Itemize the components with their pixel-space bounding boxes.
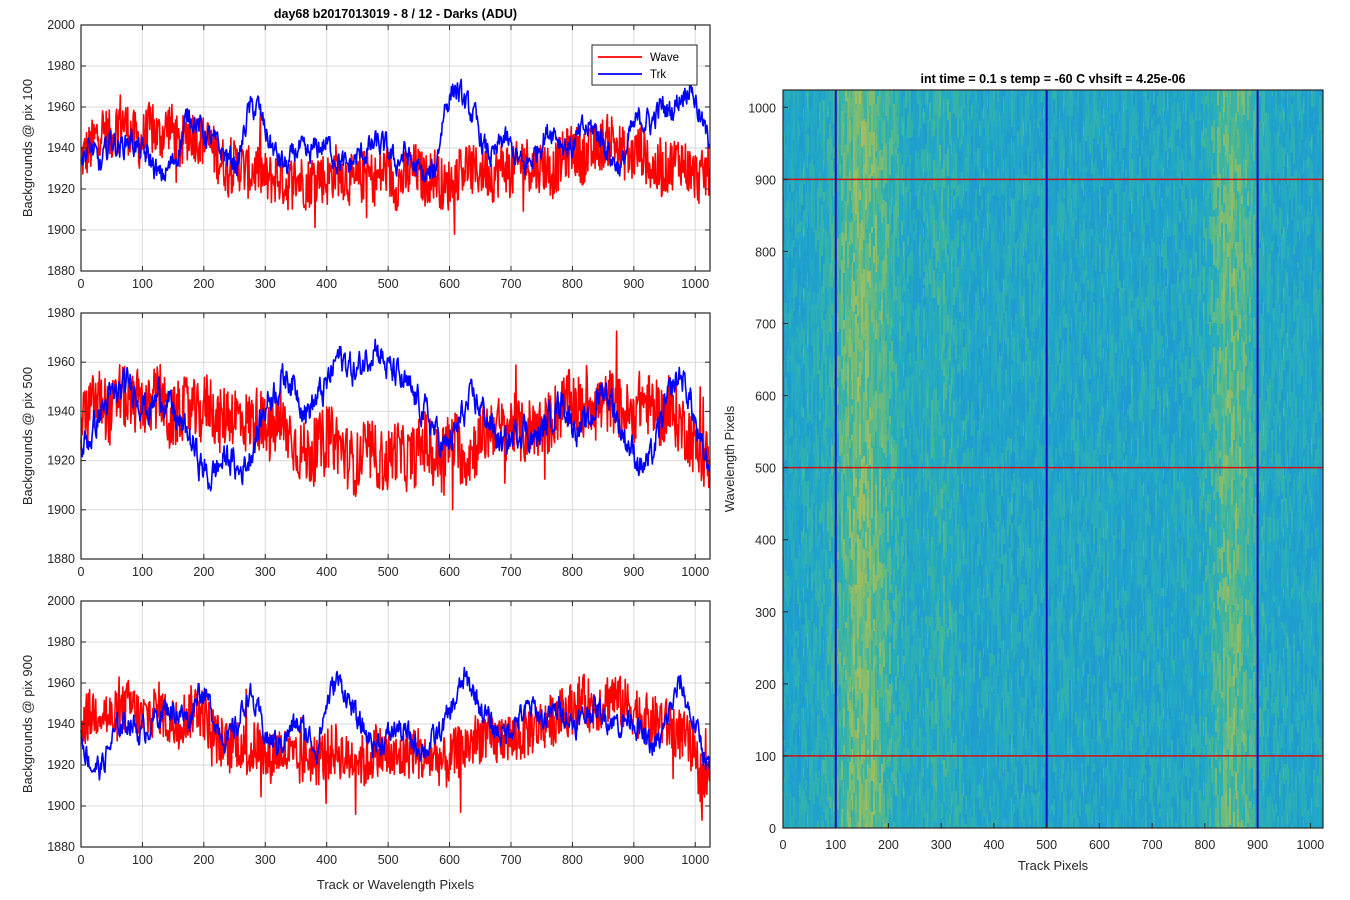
heatmap-cell	[1007, 825, 1009, 828]
y-tick-label: 1960	[47, 100, 75, 114]
series-trk-line	[80, 338, 711, 492]
y-axis-label: Backgrounds @ pix 900	[20, 655, 35, 793]
y-tick-label: 1960	[47, 676, 75, 690]
y-axis-label: Backgrounds @ pix 500	[20, 367, 35, 505]
x-tick-label: 400	[316, 277, 337, 291]
heatmap-cell	[819, 826, 821, 828]
heatmap-cell	[909, 826, 911, 828]
plot-pix-500: 0 100 200 300 400 500 600 700 800 900 1000 1880 1900…	[20, 306, 711, 579]
heatmap-plot: 0 100 200 300 400 500 600 700 800 900 100001002003…	[722, 72, 1324, 873]
x-tick-label: 700	[501, 277, 522, 291]
y-tick-label: 1940	[47, 404, 75, 418]
y-tick-label: 1920	[47, 454, 75, 468]
legend-trk-label: Trk	[650, 69, 666, 81]
series-trk-line	[80, 666, 711, 781]
series-trk-line	[80, 72, 711, 183]
legend: Wave Trk	[591, 44, 698, 86]
y-tick-label: 1880	[47, 552, 75, 566]
x-tick-label: 500	[378, 565, 399, 579]
y-tick-label: 1940	[47, 141, 75, 155]
x-tick-label: 100	[132, 565, 153, 579]
y-tick-label: 1900	[47, 503, 75, 517]
x-tick-label: 600	[439, 853, 460, 867]
y-tick-label: 1980	[47, 59, 75, 73]
x-tick-label: 200	[193, 565, 214, 579]
x-tick-label: 700	[501, 853, 522, 867]
heatmap-cell	[799, 827, 801, 828]
y-axis-label: Backgrounds @ pix 100	[20, 79, 35, 217]
heatmap-cell	[861, 826, 863, 828]
x-tick-label: 900	[623, 853, 644, 867]
x-tick-label: 100	[132, 277, 153, 291]
y-tick-label: 2000	[47, 18, 75, 32]
x-tick-label: 300	[255, 565, 276, 579]
y-tick-label: 1880	[47, 840, 75, 854]
y-tick-label: 1940	[47, 717, 75, 731]
y-tick-label: 1920	[47, 758, 75, 772]
x-tick-label: 1000	[681, 277, 709, 291]
x-tick-label: 300	[255, 277, 276, 291]
x-tick-label: 500	[378, 277, 399, 291]
x-tick-label: 500	[378, 853, 399, 867]
x-tick-label: 0	[78, 853, 85, 867]
heatmap-cell	[867, 827, 869, 828]
x-tick-label: 800	[562, 277, 583, 291]
legend-box	[591, 44, 698, 86]
y-tick-label: 1900	[47, 799, 75, 813]
x-tick-label: 300	[255, 853, 276, 867]
x-tick-label: 1000	[681, 853, 709, 867]
y-tick-label: 2000	[47, 594, 75, 608]
x-tick-label: 1000	[681, 565, 709, 579]
x-tick-label: 200	[193, 277, 214, 291]
x-tick-label: 200	[193, 853, 214, 867]
x-tick-label: 900	[623, 277, 644, 291]
x-tick-label: 900	[623, 565, 644, 579]
legend-wave-label: Wave	[650, 52, 679, 64]
x-tick-label: 800	[562, 853, 583, 867]
x-tick-label: 400	[316, 565, 337, 579]
x-axis-label: Track or Wavelength Pixels	[317, 877, 475, 892]
x-tick-label: 700	[501, 565, 522, 579]
y-tick-label: 1980	[47, 635, 75, 649]
x-tick-label: 800	[562, 565, 583, 579]
plot-frame	[80, 312, 711, 560]
x-tick-label: 0	[78, 277, 85, 291]
y-tick-label: 1880	[47, 264, 75, 278]
chart-title: day68 b2017013019 - 8 / 12 - Darks (ADU)	[274, 7, 517, 21]
x-tick-label: 100	[132, 853, 153, 867]
x-tick-label: 0	[78, 565, 85, 579]
x-tick-label: 400	[316, 853, 337, 867]
y-tick-label: 1900	[47, 223, 75, 237]
y-tick-label: 1920	[47, 182, 75, 196]
plot-pix-100: 0 100 200 300 400 500 600 700 800 900 1000 1880 1900…	[20, 7, 711, 291]
plot-pix-900: 0 100 200 300 400 500 600 700 800 900 1000 1880 1900…	[20, 594, 711, 892]
x-tick-label: 600	[439, 277, 460, 291]
y-tick-label: 1960	[47, 355, 75, 369]
heatmap-cell	[815, 826, 817, 828]
heatmap-field	[783, 90, 1323, 828]
y-tick-label: 1980	[47, 306, 75, 320]
x-tick-label: 600	[439, 565, 460, 579]
